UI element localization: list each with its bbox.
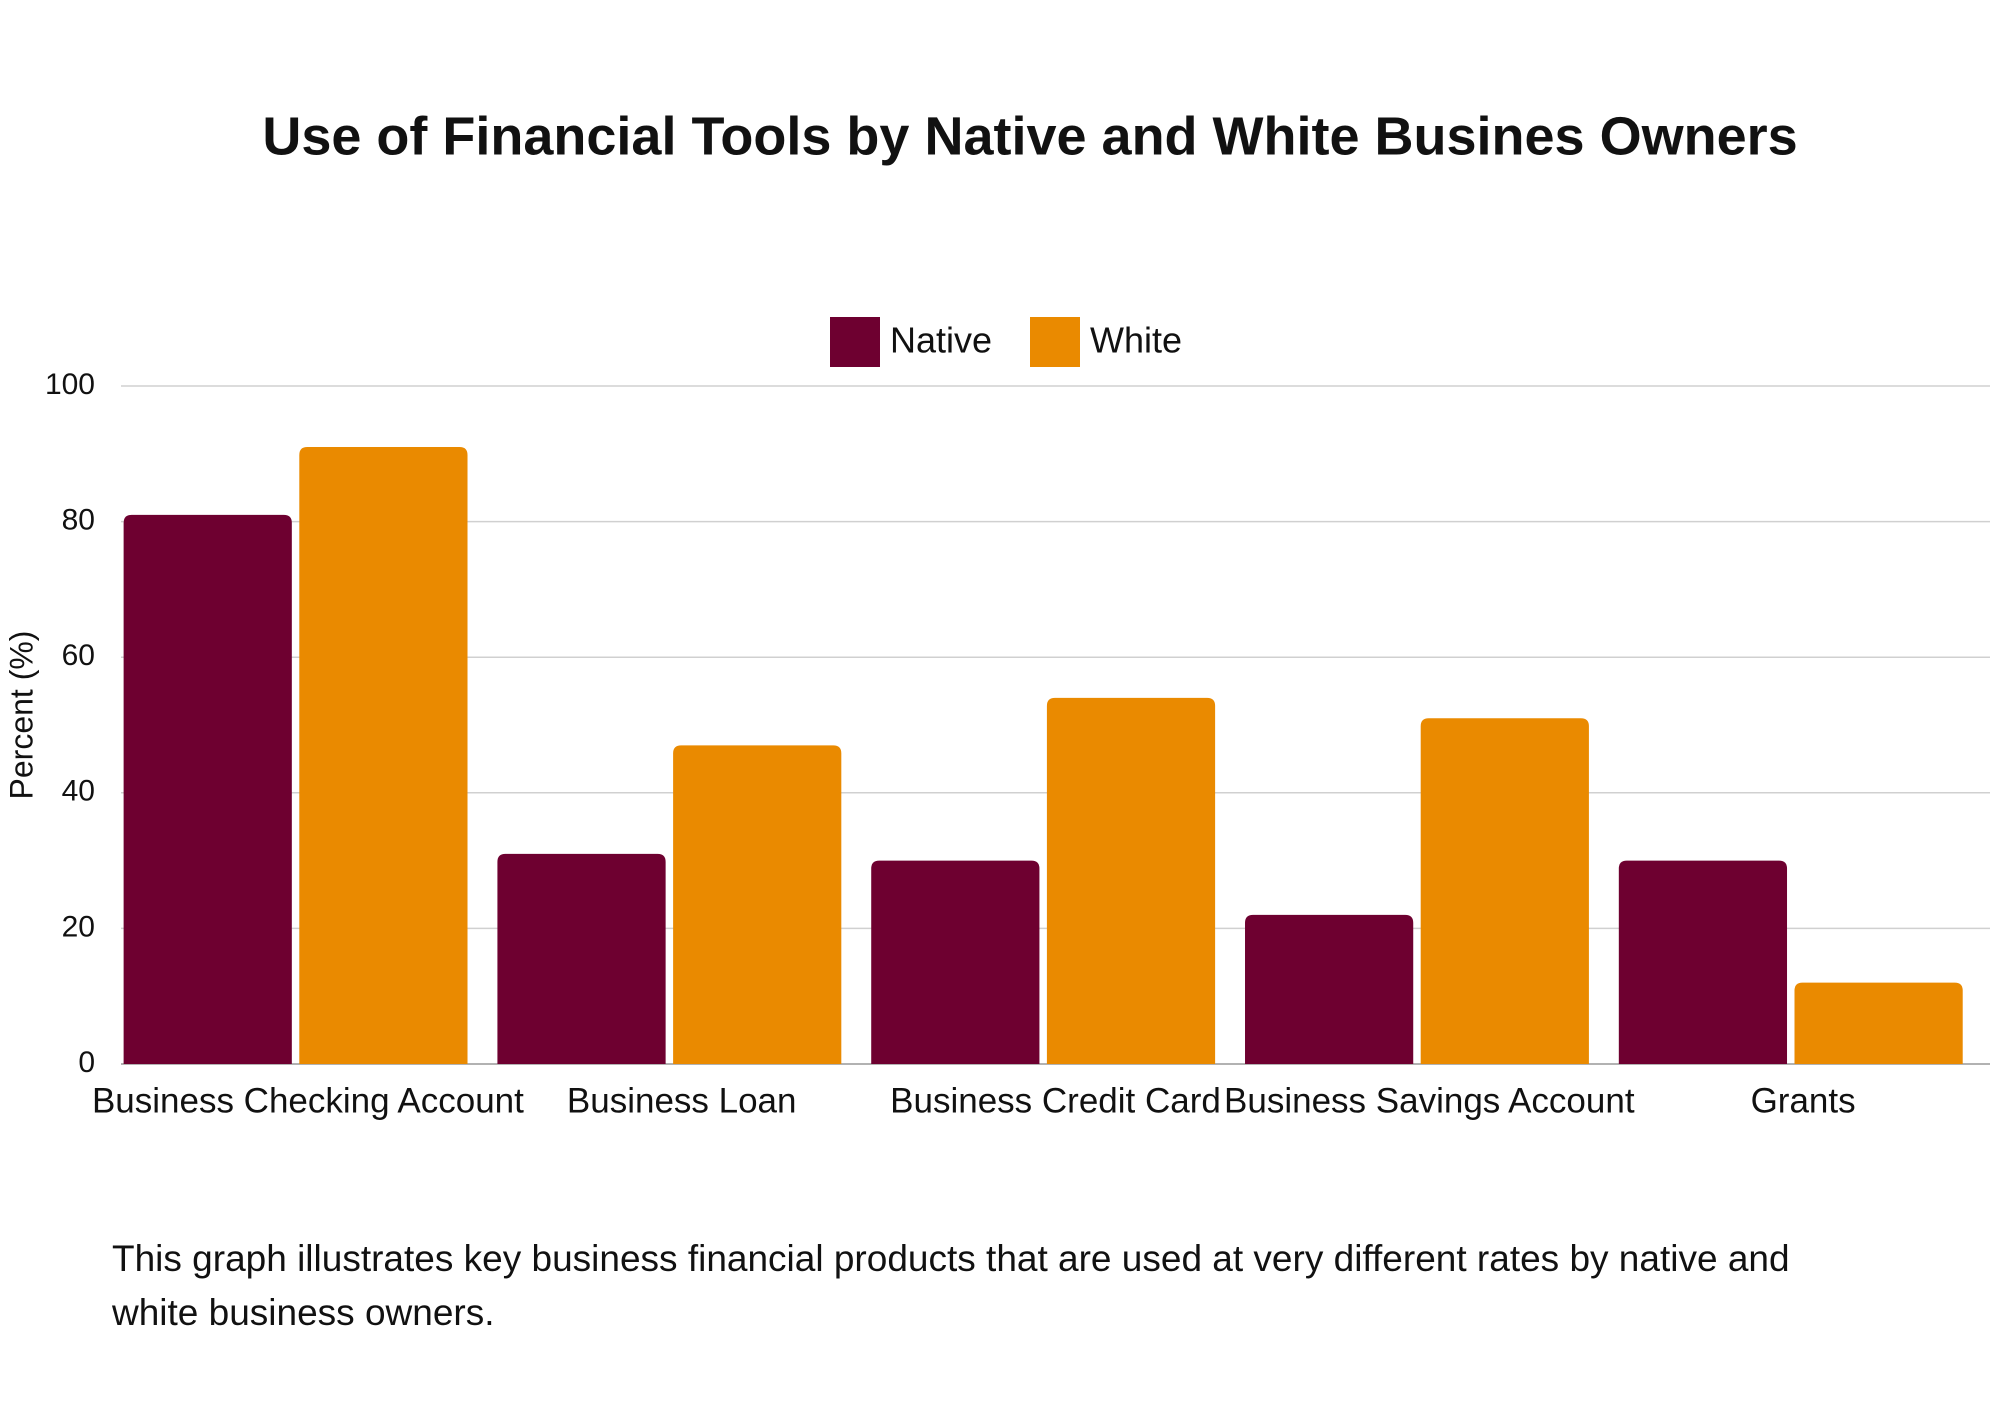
chart: Use of Financial Tools by Native and Whi… — [3, 106, 1990, 1120]
y-tick-label: 40 — [62, 775, 95, 808]
bar — [871, 860, 1040, 1064]
y-axis-label: Percent (%) — [3, 631, 39, 800]
x-tick-label: Business Loan — [567, 1081, 797, 1120]
x-tick-label: Grants — [1751, 1081, 1856, 1120]
bar — [1420, 718, 1589, 1064]
bar — [299, 447, 468, 1064]
legend-label: Native — [890, 320, 992, 361]
bar — [1046, 697, 1216, 1064]
y-tick-label: 100 — [45, 368, 95, 401]
legend-swatch — [1030, 317, 1080, 367]
y-tick-label: 80 — [62, 504, 95, 537]
y-tick-label: 20 — [62, 910, 95, 943]
x-tick-label: Business Checking Account — [92, 1081, 524, 1120]
bar — [497, 853, 666, 1064]
x-tick-label: Business Credit Card — [890, 1081, 1221, 1120]
y-tick-label: 60 — [62, 639, 95, 672]
bar — [1245, 914, 1414, 1064]
bar — [1618, 860, 1788, 1064]
legend-label: White — [1090, 320, 1182, 361]
caption: This graph illustrates key business fina… — [112, 1238, 1790, 1333]
bar — [1794, 982, 1963, 1064]
x-tick-label: Business Savings Account — [1224, 1081, 1635, 1120]
legend-swatch — [830, 317, 880, 367]
bar — [123, 514, 292, 1064]
y-tick-label: 0 — [78, 1046, 95, 1079]
chart-title: Use of Financial Tools by Native and Whi… — [262, 106, 1797, 166]
bar — [673, 745, 842, 1064]
